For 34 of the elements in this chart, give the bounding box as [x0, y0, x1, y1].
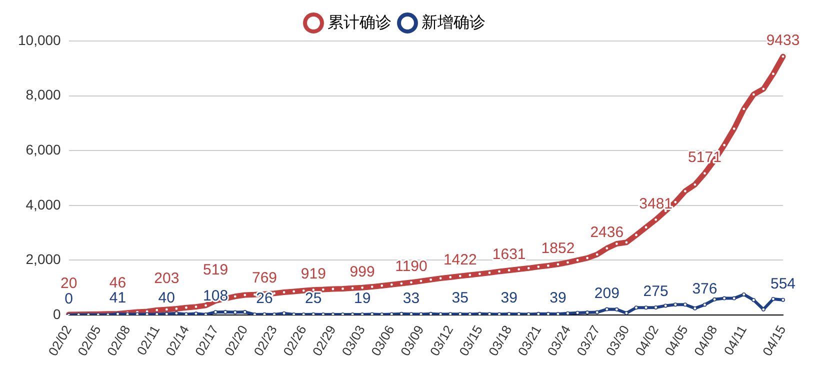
data-label: 39 — [500, 290, 518, 307]
y-tick-label: 8,000 — [26, 86, 62, 103]
y-tick-label: 2,000 — [26, 251, 62, 268]
data-label: 275 — [643, 283, 668, 300]
data-label: 46 — [109, 274, 126, 292]
data-label: 2436 — [590, 224, 624, 241]
y-tick-label: 4,000 — [26, 196, 62, 212]
data-label: 999 — [350, 263, 375, 280]
data-label: 1422 — [443, 252, 477, 269]
data-label: 39 — [550, 290, 566, 307]
data-label: 203 — [154, 270, 180, 288]
legend-label: 新增确诊 — [422, 13, 486, 32]
data-label: 1852 — [541, 240, 575, 257]
data-label: 9433 — [766, 32, 800, 50]
data-label: 40 — [158, 290, 175, 307]
data-label: 19 — [354, 290, 371, 308]
data-label: 919 — [300, 265, 326, 282]
data-label: 25 — [305, 290, 322, 307]
data-label: 1190 — [395, 258, 428, 276]
data-label: 554 — [770, 275, 796, 292]
data-label: 376 — [692, 280, 718, 298]
data-label: 0 — [64, 290, 73, 308]
data-label: 20 — [60, 275, 78, 292]
data-label: 769 — [252, 270, 277, 287]
y-tick-label: 0 — [53, 306, 62, 322]
data-label: 33 — [402, 290, 420, 307]
legend-label: 累计确诊 — [328, 13, 392, 32]
data-label: 209 — [594, 284, 620, 302]
data-label: 1631 — [492, 246, 526, 263]
y-tick-label: 6,000 — [26, 141, 62, 158]
data-label: 519 — [203, 261, 228, 278]
y-tick-label: 10,000 — [18, 32, 62, 48]
data-label: 41 — [109, 290, 126, 307]
data-label: 35 — [452, 290, 468, 307]
